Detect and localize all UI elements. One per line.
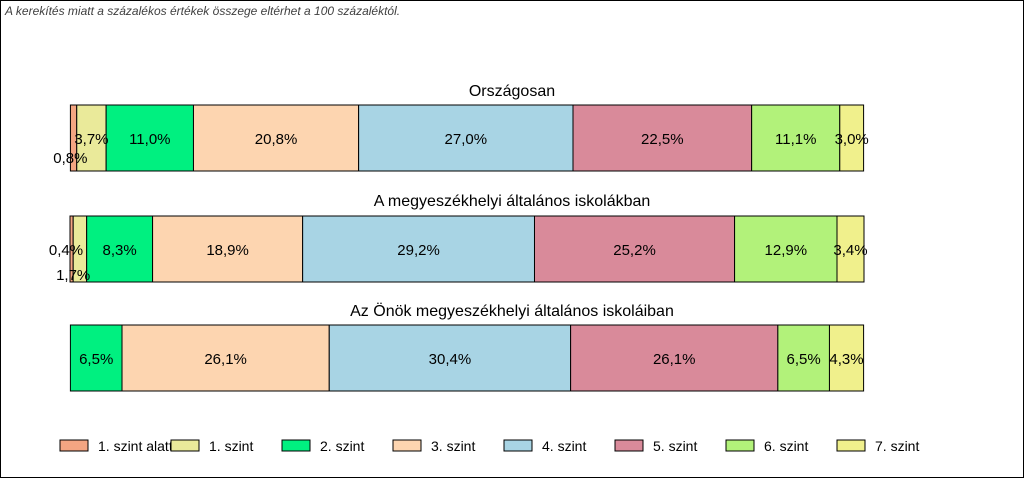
legend-item: 6. szint xyxy=(725,438,808,454)
data-label: 29,2% xyxy=(397,242,440,259)
bar-segment-4 xyxy=(192,104,360,172)
rounding-note: A kerekítés miatt a százalékos értékek ö… xyxy=(5,4,401,18)
data-label: 3,4% xyxy=(833,242,867,259)
legend-swatch xyxy=(281,439,311,452)
legend-label: 1. szint alatti xyxy=(98,438,176,454)
data-label: 8,3% xyxy=(103,242,137,259)
data-label: 26,1% xyxy=(204,351,247,368)
bar-segment-5 xyxy=(328,324,572,392)
group-title: A megyeszékhelyi általános iskolákban xyxy=(374,193,651,210)
data-label: 11,1% xyxy=(775,131,816,148)
data-label: 26,1% xyxy=(653,351,696,368)
data-label: 3,0% xyxy=(835,131,869,148)
data-label: 0,8% xyxy=(53,150,87,167)
bar-segment-7 xyxy=(751,104,841,172)
bar-segment-8 xyxy=(839,104,865,172)
bar-segment-3 xyxy=(105,104,194,172)
data-label: 6,5% xyxy=(787,351,821,368)
legend-label: 3. szint xyxy=(431,438,475,454)
bar-segment-6 xyxy=(533,215,736,283)
data-label: 27,0% xyxy=(445,131,488,148)
legend-swatch xyxy=(59,439,89,452)
group-title: Országosan xyxy=(469,83,555,100)
legend-item: 2. szint xyxy=(281,438,364,454)
legend-label: 1. szint xyxy=(209,438,253,454)
data-label: 30,4% xyxy=(429,351,472,368)
data-label: 3,7% xyxy=(74,131,108,148)
bar-segment-8 xyxy=(828,324,865,392)
legend-item: 1. szint xyxy=(170,438,253,454)
legend-swatch xyxy=(836,439,866,452)
legend-item: 3. szint xyxy=(392,438,475,454)
bar-segment-3 xyxy=(69,324,123,392)
data-label: 18,9% xyxy=(206,242,249,259)
legend-label: 4. szint xyxy=(542,438,586,454)
bar-group-3: Az Önök megyeszékhelyi általános iskolái… xyxy=(69,302,865,392)
bar-segment-4 xyxy=(152,215,304,283)
bar-segment-4 xyxy=(121,324,330,392)
data-label: 6,5% xyxy=(79,351,113,368)
legend-label: 7. szint xyxy=(875,438,919,454)
legend-swatch xyxy=(392,439,422,452)
bar-segment-7 xyxy=(777,324,830,392)
legend-swatch xyxy=(725,439,755,452)
legend-item: 1. szint alatti xyxy=(59,438,176,454)
legend-item: 7. szint xyxy=(836,438,919,454)
data-label: 1,7% xyxy=(56,267,90,284)
legend-swatch xyxy=(170,439,200,452)
data-label: 22,5% xyxy=(641,131,684,148)
data-label: 12,9% xyxy=(765,242,808,259)
legend-swatch xyxy=(503,439,533,452)
data-label: 4,3% xyxy=(829,351,863,368)
bar-segment-6 xyxy=(570,324,779,392)
legend-label: 2. szint xyxy=(320,438,364,454)
bar-segment-7 xyxy=(734,215,838,283)
bar-group-1: Országosan 0,8% 3,7% 11,0% 20,8% 27,0% 22,5% 11… xyxy=(53,83,869,172)
data-label: 25,2% xyxy=(613,242,656,259)
legend-swatch xyxy=(614,439,644,452)
data-label: 0,4% xyxy=(49,242,83,259)
legend-item: 5. szint xyxy=(614,438,697,454)
legend-label: 6. szint xyxy=(764,438,808,454)
legend-item: 4. szint xyxy=(503,438,586,454)
bar-segment-8 xyxy=(836,215,865,283)
legend-label: 5. szint xyxy=(653,438,697,454)
bar-segment-5 xyxy=(358,104,574,172)
group-title: Az Önök megyeszékhelyi általános iskolái… xyxy=(350,302,674,320)
bar-segment-6 xyxy=(572,104,753,172)
bar-segment-5 xyxy=(302,215,535,283)
data-label: 20,8% xyxy=(255,131,298,148)
bar-group-2: A megyeszékhelyi általános iskolákban 0,4… xyxy=(49,193,868,284)
data-label: 11,0% xyxy=(129,131,170,148)
